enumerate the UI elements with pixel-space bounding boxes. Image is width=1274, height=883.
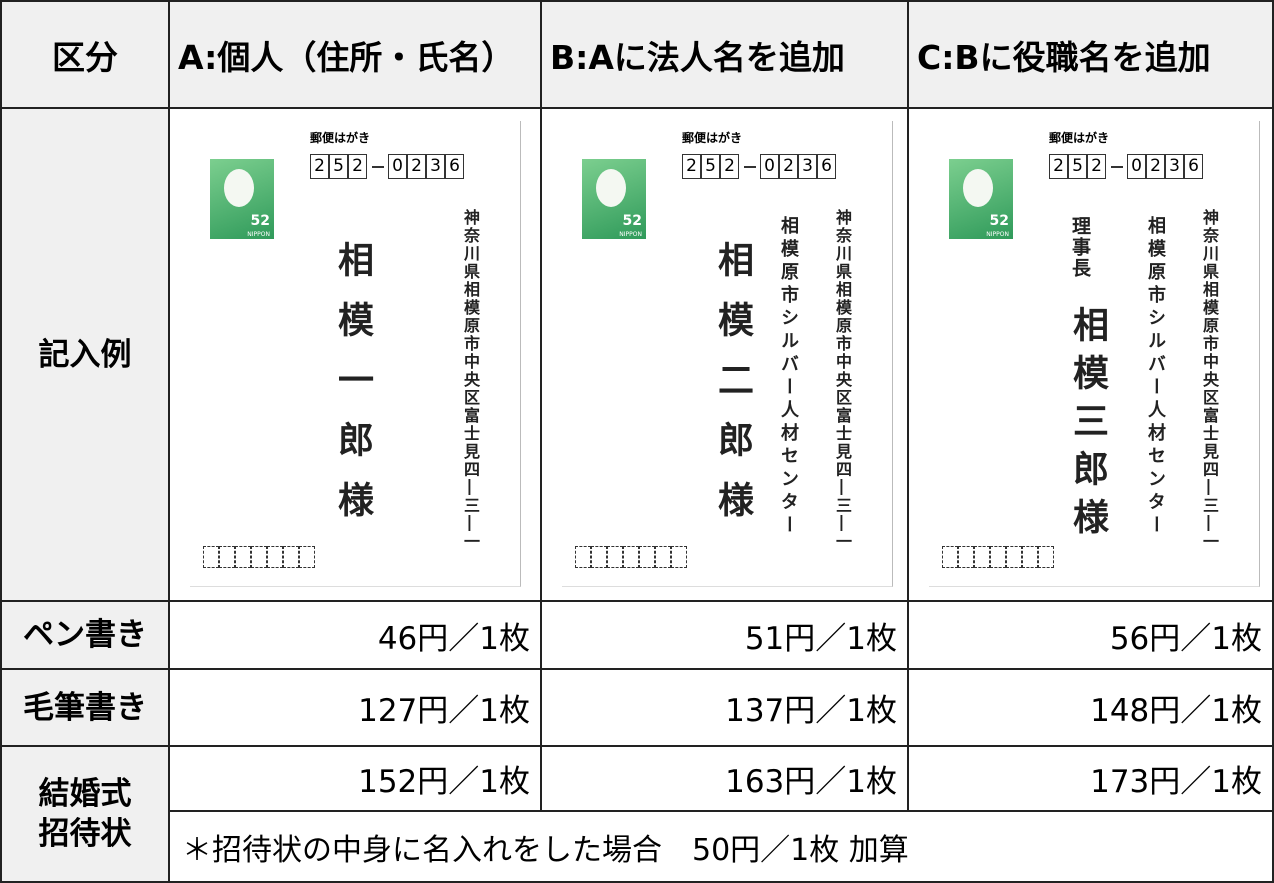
zip-box	[990, 546, 1006, 568]
price: 56円／1枚	[907, 600, 1274, 670]
postal-dash	[744, 166, 756, 168]
zip-box	[639, 546, 655, 568]
postal-digit: 2	[682, 154, 701, 179]
postal-digit: 2	[407, 154, 426, 179]
zip-box	[1006, 546, 1022, 568]
price: 46円／1枚	[168, 600, 542, 670]
postal-dash	[372, 166, 384, 168]
stamp-value: 52	[622, 213, 642, 229]
header-cell: C:Bに役職名を追加	[907, 0, 1274, 109]
zip-box	[299, 546, 315, 568]
stamp-flower	[224, 169, 254, 207]
stamp: 52 NIPPON	[210, 159, 274, 239]
addressee: 相模三郎様	[1067, 306, 1109, 546]
price: 148円／1枚	[907, 668, 1274, 747]
header-cell: B:Aに法人名を追加	[540, 0, 909, 109]
postal-digit: 3	[798, 154, 817, 179]
header-cell: 区分	[0, 0, 170, 109]
price: 137円／1枚	[540, 668, 909, 747]
zip-box	[958, 546, 974, 568]
zip-box	[235, 546, 251, 568]
postal-digit: 2	[310, 154, 329, 179]
card-cell: 郵便はがき 2 5 2 0 2 3 6 52 NIPPON 神奈川県相模原市中央区富士見四―三―一相…	[907, 107, 1274, 602]
postal-digit: 3	[426, 154, 445, 179]
postal-digit: 2	[1146, 154, 1165, 179]
stamp: 52 NIPPON	[949, 159, 1013, 239]
price: 127円／1枚	[168, 668, 542, 747]
postal-digit: 3	[1165, 154, 1184, 179]
zip-box	[267, 546, 283, 568]
postal-digit: 0	[760, 154, 779, 179]
address: 神奈川県相模原市中央区富士見四―三―一	[833, 209, 852, 551]
zip-box	[607, 546, 623, 568]
postal-digit: 2	[720, 154, 739, 179]
zip-box	[251, 546, 267, 568]
postal-digit: 6	[1184, 154, 1203, 179]
address: 神奈川県相模原市中央区富士見四―三―一	[1200, 209, 1219, 551]
postcard-frame	[190, 121, 521, 587]
row-label: 記入例	[0, 107, 170, 602]
zip-box	[671, 546, 687, 568]
title: 理事長	[1069, 216, 1091, 279]
post-header: 郵便はがき	[1049, 131, 1110, 145]
postal-digit: 6	[445, 154, 464, 179]
zip-box	[942, 546, 958, 568]
postal-digit: 5	[329, 154, 348, 179]
address: 神奈川県相模原市中央区富士見四―三―一	[461, 209, 480, 551]
zip-box	[1038, 546, 1054, 568]
zip-box	[283, 546, 299, 568]
row-label: 毛筆書き	[0, 668, 170, 747]
postcard-frame	[562, 121, 893, 587]
zip-box	[203, 546, 219, 568]
postal-dash	[1111, 166, 1123, 168]
stamp-value: 52	[250, 213, 270, 229]
stamp-country: NIPPON	[619, 231, 642, 238]
card-cell: 郵便はがき 2 5 2 0 2 3 6 52 NIPPON 神奈川県相模原市中央区富士見四―三―一相…	[168, 107, 542, 602]
stamp-country: NIPPON	[247, 231, 270, 238]
addressee: 相模二郎様	[712, 241, 754, 541]
note: ＊招待状の中身に名入れをした場合 50円／1枚 加算	[168, 810, 1274, 883]
postal-digit: 0	[1127, 154, 1146, 179]
price: 51円／1枚	[540, 600, 909, 670]
zip-box	[974, 546, 990, 568]
postal-digit: 5	[701, 154, 720, 179]
stamp: 52 NIPPON	[582, 159, 646, 239]
zip-box	[219, 546, 235, 568]
zip-box	[1022, 546, 1038, 568]
stamp-value: 52	[989, 213, 1009, 229]
company: 相模原市シルバー人材センター	[778, 216, 799, 538]
stamp-flower	[963, 169, 993, 207]
row-label: 結婚式 招待状	[0, 745, 170, 883]
postcard-frame	[929, 121, 1260, 587]
postal-digit: 0	[388, 154, 407, 179]
postal-digit: 5	[1068, 154, 1087, 179]
zip-box	[655, 546, 671, 568]
company: 相模原市シルバー人材センター	[1145, 216, 1166, 538]
postal-digit: 2	[779, 154, 798, 179]
stamp-country: NIPPON	[986, 231, 1009, 238]
zip-box	[575, 546, 591, 568]
postal-digit: 2	[1087, 154, 1106, 179]
postal-digit: 6	[817, 154, 836, 179]
stamp-flower	[596, 169, 626, 207]
price: 163円／1枚	[540, 745, 909, 812]
zip-box	[591, 546, 607, 568]
post-header: 郵便はがき	[682, 131, 743, 145]
card-cell: 郵便はがき 2 5 2 0 2 3 6 52 NIPPON 神奈川県相模原市中央区富士見四―三―一相…	[540, 107, 909, 602]
zip-box	[623, 546, 639, 568]
price: 152円／1枚	[168, 745, 542, 812]
postal-digit: 2	[348, 154, 367, 179]
row-label: ペン書き	[0, 600, 170, 670]
price: 173円／1枚	[907, 745, 1274, 812]
addressee: 相模一郎様	[332, 241, 374, 541]
post-header: 郵便はがき	[310, 131, 371, 145]
header-cell: A:個人（住所・氏名）	[168, 0, 542, 109]
postal-digit: 2	[1049, 154, 1068, 179]
